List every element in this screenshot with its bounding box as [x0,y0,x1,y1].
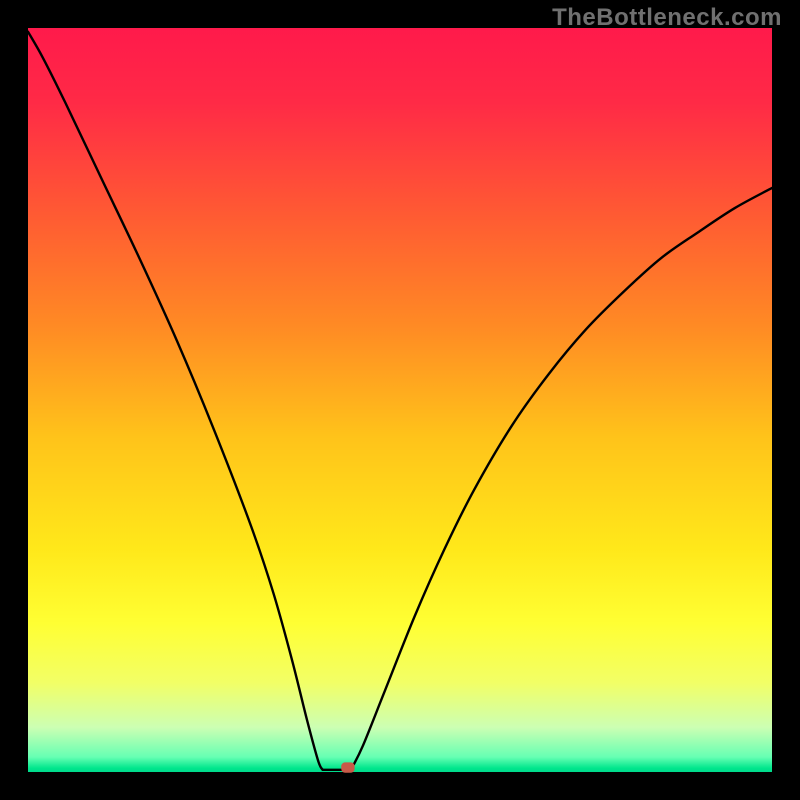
watermark-text: TheBottleneck.com [552,4,782,32]
valley-marker [341,762,354,772]
plot-background [28,28,772,772]
chart-svg [0,0,800,800]
chart-frame: TheBottleneck.com [0,0,800,800]
